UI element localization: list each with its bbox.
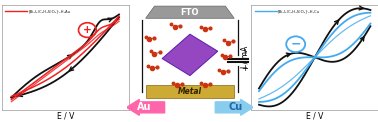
- Text: [Bi₂I₂(C₄H₄S)O₂]·₂H₂Au: [Bi₂I₂(C₄H₄S)O₂]·₂H₂Au: [28, 9, 71, 13]
- Text: FTO: FTO: [181, 8, 199, 17]
- FancyArrow shape: [127, 99, 165, 115]
- FancyArrow shape: [215, 99, 253, 115]
- Text: Cu: Cu: [228, 102, 243, 112]
- Y-axis label: I / mA: I / mA: [241, 46, 250, 68]
- Text: +: +: [83, 25, 92, 35]
- Text: [Bi₂I₂(C₄H₄S)O₂]·₂H₂Cu: [Bi₂I₂(C₄H₄S)O₂]·₂H₂Cu: [278, 9, 320, 13]
- Text: I: I: [243, 49, 246, 58]
- Text: +: +: [241, 64, 248, 73]
- Text: Metal: Metal: [178, 87, 202, 96]
- Polygon shape: [162, 34, 218, 76]
- X-axis label: E / V: E / V: [57, 111, 74, 120]
- Polygon shape: [146, 6, 234, 18]
- Polygon shape: [146, 85, 234, 98]
- Text: Au: Au: [137, 102, 152, 112]
- Text: −: −: [290, 38, 301, 51]
- X-axis label: E / V: E / V: [306, 111, 323, 120]
